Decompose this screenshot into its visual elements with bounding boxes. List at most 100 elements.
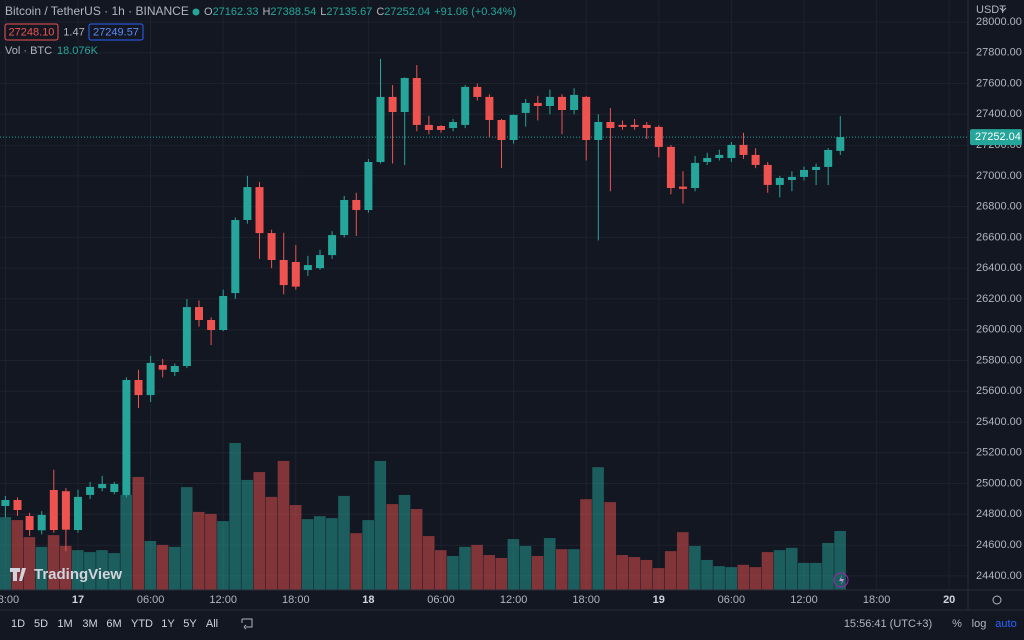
y-tick-label: 25600.00 (976, 385, 1022, 397)
candle-body (497, 120, 506, 140)
candle-body (473, 86, 482, 97)
candle-body (25, 516, 34, 530)
volume-bar (59, 545, 72, 590)
volume-pane (0, 443, 846, 590)
candle-body (654, 126, 663, 147)
volume-bar (822, 542, 834, 590)
volume-bar (459, 546, 471, 590)
candle-body (170, 366, 179, 372)
candle-body (836, 137, 845, 151)
volume-bar (96, 550, 108, 590)
volume-bar (398, 494, 411, 590)
axes: 24400.00 24600.00 24800.00 25000.00 25200.00… (0, 16, 1022, 606)
volume-bar (11, 520, 24, 590)
volume-bar (628, 557, 641, 590)
y-tick-label: 27400.00 (976, 108, 1022, 120)
candle-body (715, 154, 724, 158)
candle-body (763, 164, 772, 185)
candle-body (582, 96, 591, 140)
volume-bar (689, 545, 701, 590)
range-button[interactable]: 3M (82, 618, 97, 630)
auto-toggle[interactable]: auto (995, 618, 1016, 630)
x-tick-label: 06:00 (718, 594, 746, 606)
candle-body (727, 144, 736, 158)
volume-bar (737, 564, 750, 590)
y-tick-label: 24600.00 (976, 539, 1022, 551)
volume-bar (0, 517, 12, 590)
volume-bar (168, 546, 181, 590)
x-tick-label: 12:00 (500, 594, 528, 606)
last-price-box (970, 129, 1022, 146)
settings-icon[interactable] (992, 595, 1002, 605)
y-tick-label: 26800.00 (976, 201, 1022, 213)
candle-body (98, 484, 107, 489)
candle-body (195, 307, 203, 320)
y-tick-label: 25200.00 (976, 447, 1022, 459)
range-button[interactable]: 6M (106, 618, 121, 630)
candle-body (146, 362, 155, 396)
volume-bar (664, 551, 677, 590)
ask[interactable]: 27249.57 (93, 26, 139, 38)
range-button[interactable]: 5D (34, 618, 48, 630)
bid-box[interactable] (4, 23, 59, 41)
volume-bar (217, 521, 229, 590)
volume-bar (386, 504, 399, 590)
candle-body (666, 146, 675, 188)
volume-bar (471, 544, 483, 590)
candle-body (61, 491, 70, 530)
y-tick-label: 24800.00 (976, 508, 1022, 520)
candle-body (13, 500, 22, 510)
candle-body (207, 320, 216, 330)
candle-body (558, 96, 566, 110)
candle-body (679, 186, 687, 189)
range-button[interactable]: 1M (57, 618, 72, 630)
ohlc-value: 27135.67 (326, 6, 372, 18)
event-icon[interactable] (833, 572, 849, 588)
volume-bar (725, 567, 737, 590)
volume-bar (410, 508, 423, 590)
volume-bar (229, 443, 241, 590)
price-unit[interactable]: USDT (976, 4, 1006, 16)
candle-body (787, 176, 796, 180)
candle-body (739, 144, 748, 155)
candle-body (618, 124, 627, 127)
candle-body (509, 114, 518, 140)
range-button[interactable]: YTD (131, 618, 153, 630)
ohlc-value: 27162.33 (213, 6, 259, 18)
bid[interactable]: 27248.10 (9, 26, 55, 38)
candle-body (74, 496, 82, 530)
candle-body (388, 96, 397, 112)
symbol-title: Bitcoin / TetherUS · 1h · BINANCE (5, 4, 189, 18)
y-tick-label: 25000.00 (976, 477, 1022, 489)
watermark: TradingView (10, 566, 122, 583)
y-tick-label: 26400.00 (976, 262, 1022, 274)
y-tick-label: 27600.00 (976, 77, 1022, 89)
candle-body (352, 200, 361, 210)
percent-toggle[interactable]: % (952, 618, 962, 630)
volume-bar (265, 496, 278, 590)
candle-body (231, 220, 240, 294)
volume-bar (193, 511, 205, 590)
volume-bar (773, 550, 786, 590)
range-button[interactable]: 1D (11, 618, 25, 630)
ask-box[interactable] (88, 23, 144, 41)
candle-body (824, 150, 833, 167)
candle-body (376, 96, 385, 162)
x-tick-label: 12:00 (209, 594, 237, 606)
log-toggle[interactable]: log (972, 618, 987, 630)
volume-bar (289, 505, 302, 590)
volume-bar (580, 499, 592, 590)
compare-icon[interactable] (241, 618, 253, 630)
grid (0, 0, 968, 590)
volume-bar (350, 533, 362, 590)
ohlc-value: 27388.54 (270, 6, 316, 18)
range-button[interactable]: All (206, 618, 218, 630)
volume-bar (23, 537, 36, 590)
spread: 1.47 (63, 26, 84, 38)
last-price-label: 27252.04 (975, 131, 1021, 143)
range-button[interactable]: 1Y (161, 618, 175, 630)
volume-bar (84, 552, 96, 590)
range-button[interactable]: 5Y (183, 618, 197, 630)
